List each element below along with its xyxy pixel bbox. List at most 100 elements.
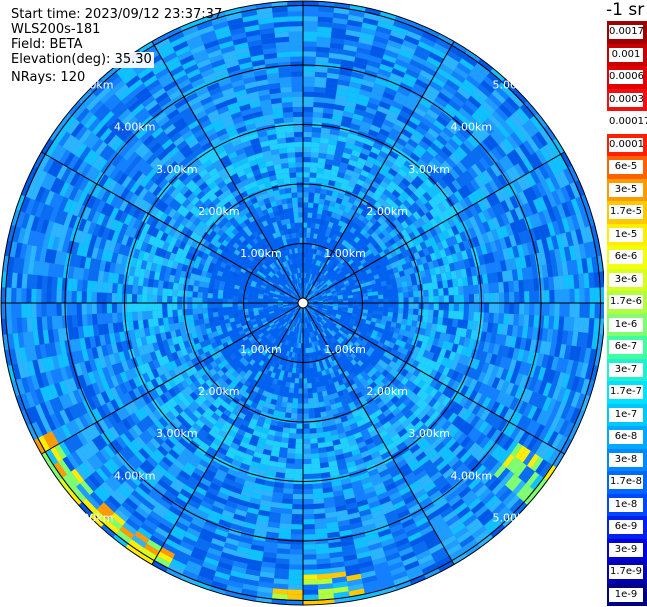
scan-cell xyxy=(456,146,468,159)
scan-cell xyxy=(475,160,487,173)
scan-cell xyxy=(332,258,338,264)
scan-cell xyxy=(463,196,474,208)
scan-cell xyxy=(313,270,318,276)
scan-cell xyxy=(312,298,318,301)
scan-cell xyxy=(316,172,324,179)
scan-cell xyxy=(493,313,500,324)
scan-cell xyxy=(280,442,289,449)
scan-cell xyxy=(525,172,537,187)
scan-cell xyxy=(512,111,526,126)
scan-cell xyxy=(564,303,570,317)
scan-cell xyxy=(388,257,395,265)
scan-cell xyxy=(478,254,486,266)
scan-cell xyxy=(414,175,425,186)
scan-cell xyxy=(316,432,325,439)
scan-cell xyxy=(549,175,561,191)
scan-cell xyxy=(310,248,315,254)
scan-cell xyxy=(339,284,346,289)
scan-cell xyxy=(503,313,510,325)
scan-cell xyxy=(367,309,374,315)
scan-cell xyxy=(388,193,398,203)
scan-cell xyxy=(376,132,388,142)
scan-cell xyxy=(338,237,345,244)
scan-cell xyxy=(495,261,502,273)
scan-cell xyxy=(456,161,468,174)
scan-cell xyxy=(341,211,349,218)
scan-cell xyxy=(537,196,548,212)
scan-cell xyxy=(533,278,540,291)
scan-cell xyxy=(426,275,433,284)
scan-cell xyxy=(325,271,330,277)
scan-cell xyxy=(446,50,462,63)
scan-cell xyxy=(431,171,442,182)
scan-cell xyxy=(532,226,542,241)
scan-cell xyxy=(462,239,471,251)
scan-cell xyxy=(344,248,351,255)
scan-cell xyxy=(504,303,510,314)
scan-cell xyxy=(400,164,411,174)
scan-cell xyxy=(323,304,329,306)
scan-cell xyxy=(333,229,340,236)
scan-cell xyxy=(321,282,327,288)
scan-cell xyxy=(319,142,329,149)
scan-cell xyxy=(447,138,460,150)
scan-cell xyxy=(303,86,315,92)
scan-cell xyxy=(366,259,373,266)
scan-cell xyxy=(430,185,440,196)
scan-cell xyxy=(428,51,444,64)
scan-cell xyxy=(327,143,337,151)
scan-cell xyxy=(313,402,320,409)
scan-cell xyxy=(303,46,317,52)
scan-cell xyxy=(337,220,345,227)
scan-cell xyxy=(288,569,303,575)
scan-cell xyxy=(496,323,504,335)
scan-cell xyxy=(568,245,577,261)
scan-cell xyxy=(356,178,365,187)
scan-cell xyxy=(386,154,397,164)
scan-cell xyxy=(458,241,466,252)
scan-cell xyxy=(340,286,347,291)
scan-cell xyxy=(463,169,475,182)
scan-cell xyxy=(500,200,510,213)
scan-cell xyxy=(370,266,377,273)
scan-cell xyxy=(549,289,555,303)
scan-cell xyxy=(549,249,557,264)
scan-cell xyxy=(409,21,426,32)
scan-cell xyxy=(437,33,454,46)
scan-cell xyxy=(583,242,592,259)
scan-cell xyxy=(433,205,443,216)
scan-cell xyxy=(360,121,372,130)
scan-cell xyxy=(371,163,382,173)
scan-cell xyxy=(324,163,333,171)
scan-cell xyxy=(365,189,375,198)
scan-cell xyxy=(303,398,309,404)
scan-cell xyxy=(356,46,371,56)
scan-cell xyxy=(331,290,337,294)
scan-cell xyxy=(546,192,557,208)
scan-cell xyxy=(365,268,372,275)
scan-cell xyxy=(408,231,417,241)
scan-cell xyxy=(296,363,300,369)
scan-cell xyxy=(467,276,474,286)
scan-cell xyxy=(438,212,447,223)
scan-cell xyxy=(323,300,329,302)
scan-cell xyxy=(298,388,303,394)
scan-cell xyxy=(322,204,330,211)
scan-cell xyxy=(438,303,444,311)
scan-cell xyxy=(489,240,498,253)
scan-cell xyxy=(424,201,434,212)
scan-cell xyxy=(567,165,579,183)
scan-cell xyxy=(421,276,428,285)
scan-cell xyxy=(467,193,478,205)
scan-cell xyxy=(322,305,329,307)
scan-cell xyxy=(324,278,330,283)
scan-cell xyxy=(422,315,429,323)
scan-cell xyxy=(446,254,454,264)
scan-cell xyxy=(346,231,354,238)
scan-cell xyxy=(438,63,454,76)
scan-cell xyxy=(332,160,341,167)
scan-cell xyxy=(390,163,401,173)
scan-cell xyxy=(433,224,443,235)
scan-cell xyxy=(584,287,590,303)
scan-cell xyxy=(389,128,402,138)
